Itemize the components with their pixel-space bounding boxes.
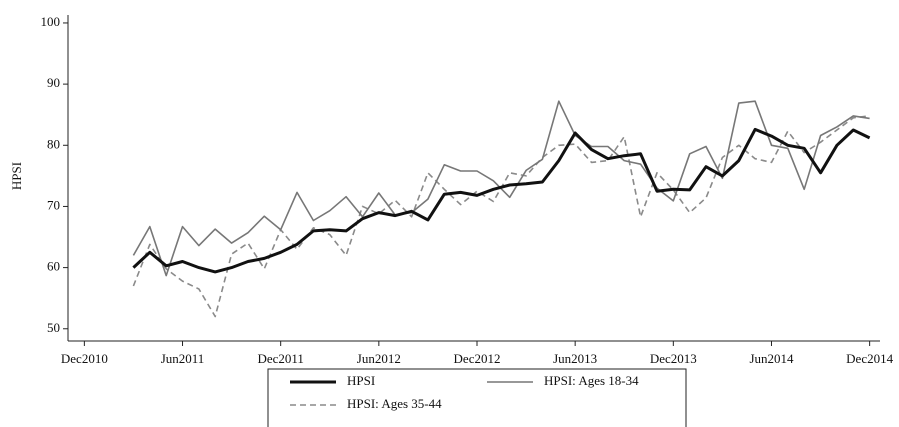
series-line — [132, 100, 870, 277]
x-tick-label: Dec2012 — [454, 351, 501, 366]
legend-label: HPSI — [347, 373, 375, 388]
y-tick-label: 60 — [47, 259, 60, 274]
legend-label: HPSI: Ages 35-44 — [347, 396, 442, 411]
y-tick-label: 50 — [47, 320, 60, 335]
series-line — [132, 115, 870, 318]
x-tick-label: Dec2013 — [650, 351, 697, 366]
x-tick-label: Jun2014 — [749, 351, 794, 366]
x-tick-label: Jun2012 — [357, 351, 401, 366]
x-tick-label: Jun2011 — [161, 351, 205, 366]
x-tick-label: Jun2013 — [553, 351, 597, 366]
y-tick-label: 70 — [47, 197, 60, 212]
legend-label: HPSI: Ages 18-34 — [544, 373, 639, 388]
series-line — [132, 127, 871, 274]
y-tick-label: 80 — [47, 136, 60, 151]
legend-box — [267, 368, 687, 427]
x-tick-label: Dec2010 — [61, 351, 108, 366]
y-tick-label: 100 — [41, 14, 61, 29]
x-tick-label: Dec2011 — [257, 351, 303, 366]
x-tick-label: Dec2014 — [846, 351, 893, 366]
y-tick-label: 90 — [47, 75, 60, 90]
y-axis-label: HPSI — [9, 162, 24, 190]
